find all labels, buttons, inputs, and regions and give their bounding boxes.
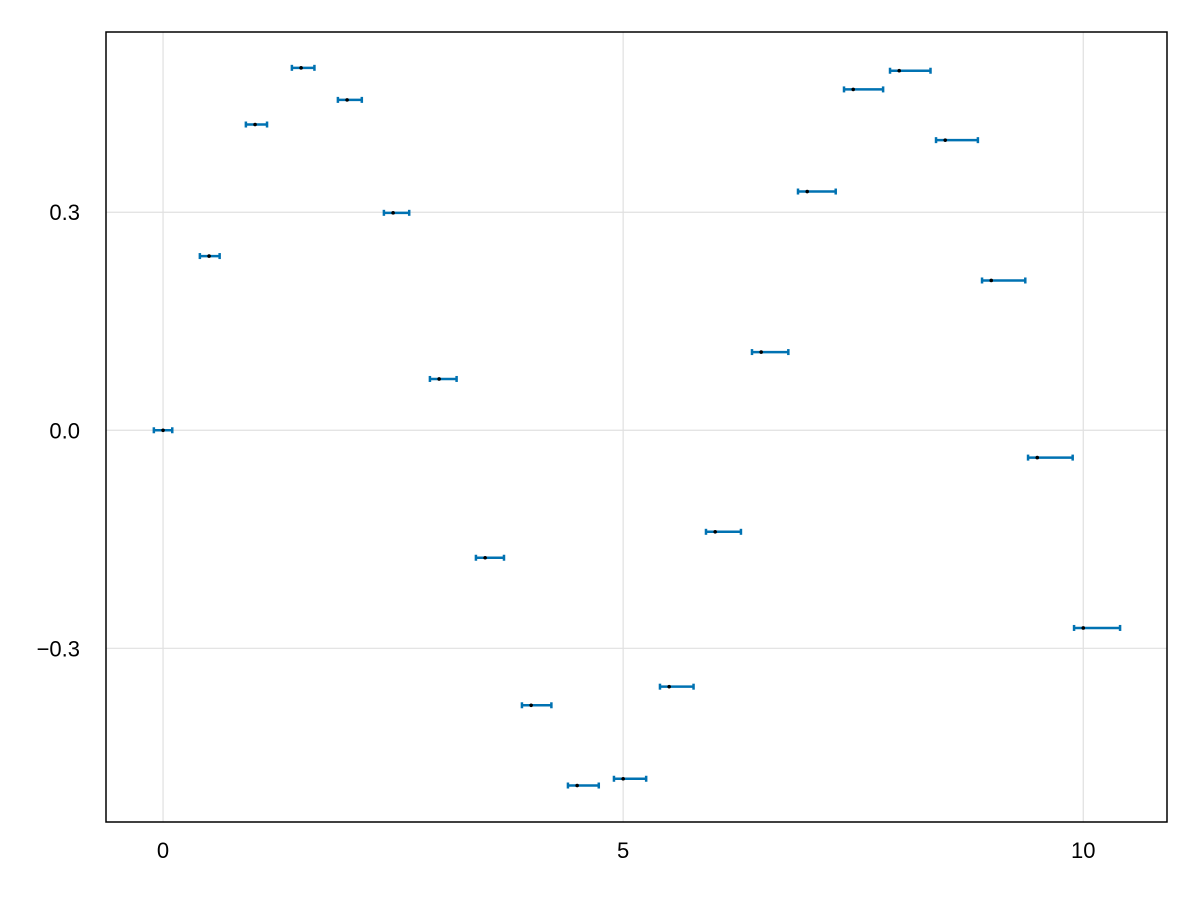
x-tick-label: 0 [157,838,169,863]
x-tick-label: 10 [1071,838,1095,863]
data-point [207,254,211,258]
data-point [299,66,303,70]
data-point [805,189,809,194]
data-point [253,122,257,127]
data-point [713,530,717,534]
y-tick-label: 0.3 [49,200,80,225]
x-tick-label: 5 [617,838,629,863]
y-axis: −0.3 0.0 0.3 [37,200,80,661]
data-point [575,783,579,788]
data-point [851,87,856,92]
errorbars [152,64,1122,789]
data-point [621,776,625,781]
grid [106,32,1167,822]
data-point [1035,455,1040,460]
data-point [897,68,902,73]
data-point [529,703,533,708]
data-point [759,350,763,354]
x-axis: 0 5 10 [157,838,1096,863]
data-point [345,98,349,102]
data-point [667,684,671,689]
data-point [161,428,165,433]
data-point [437,377,441,381]
y-tick-label: 0.0 [49,418,80,443]
data-point [989,278,994,283]
data-point [1081,626,1086,630]
data-point [391,211,395,215]
y-tick-label: −0.3 [37,636,80,661]
points [161,66,1086,788]
plot-frame [105,31,1168,823]
data-point [943,138,948,142]
data-point [483,555,487,560]
